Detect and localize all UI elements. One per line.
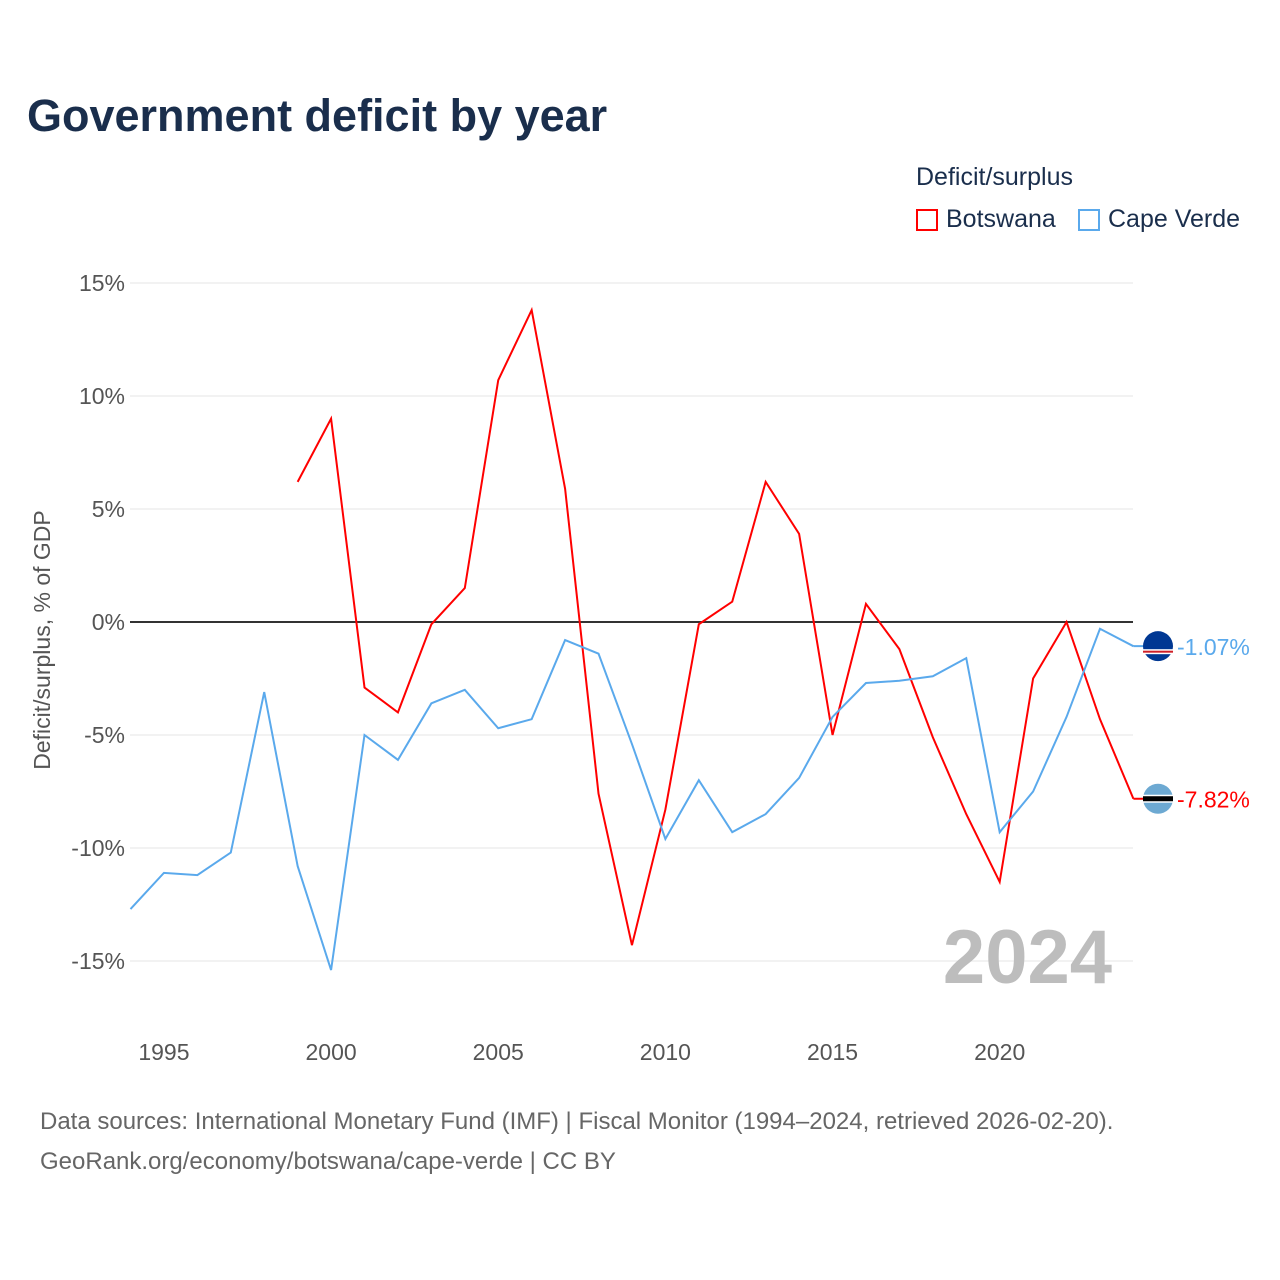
flag-stripe [1143, 796, 1173, 802]
y-tick-label: 5% [92, 496, 125, 522]
x-tick-label: 2000 [305, 1039, 356, 1065]
legend-swatch [916, 208, 938, 231]
x-tick-label: 2010 [640, 1039, 691, 1065]
x-tick-label: 2005 [473, 1039, 524, 1065]
flag-stripe [1143, 650, 1173, 653]
legend-title: Deficit/surplus [916, 163, 1073, 191]
cape-verde-flag-icon [1143, 631, 1173, 662]
legend-item-cape-verde[interactable]: Cape Verde [1078, 205, 1240, 234]
y-tick-label: 0% [92, 609, 125, 635]
flag-stripe [1143, 794, 1173, 803]
chart-title: Government deficit by year [27, 90, 608, 141]
x-tick-label: 2015 [807, 1039, 858, 1065]
y-tick-label: 10% [79, 383, 125, 409]
x-tick-label: 1995 [138, 1039, 189, 1065]
y-axis-label: Deficit/surplus, % of GDP [29, 510, 55, 769]
end-value-label: -1.07% [1177, 634, 1250, 660]
y-tick-label: -15% [71, 948, 125, 974]
year-watermark: 2024 [943, 915, 1112, 1000]
y-tick-label: -5% [84, 722, 125, 748]
legend-label: Botswana [946, 205, 1056, 233]
series-line-botswana [296, 306, 1135, 946]
legend-item-botswana[interactable]: Botswana [916, 205, 1056, 234]
legend-label: Cape Verde [1108, 205, 1241, 233]
y-tick-label: 15% [79, 270, 125, 296]
end-value-label: -7.82% [1177, 787, 1250, 813]
series-line-cape-verde [129, 627, 1134, 971]
legend-swatch [1078, 208, 1100, 231]
source-text: Data sources: International Monetary Fun… [40, 1108, 1114, 1135]
x-tick-label: 2020 [974, 1039, 1025, 1065]
source-url: GeoRank.org/economy/botswana/cape-verde … [40, 1148, 616, 1175]
flag-stripe [1143, 649, 1173, 655]
botswana-flag-icon [1143, 783, 1173, 814]
y-tick-label: -10% [71, 835, 125, 861]
